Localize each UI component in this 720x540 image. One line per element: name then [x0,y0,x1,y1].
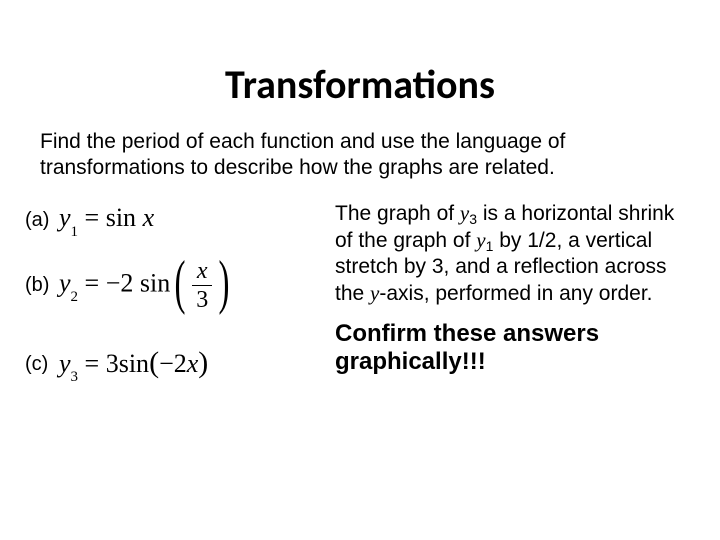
confirm-line-2: graphically!!! [335,348,486,375]
confirm-text: Confirm these answers graphically!!! [335,320,695,378]
answer-yaxis: y [370,281,379,305]
instruction-text: Find the period of each function and use… [40,129,680,182]
answer-y3: y [460,201,469,225]
answer-y3-sub: 3 [469,211,477,227]
answer-y1: y [476,228,485,252]
content-area: (a) y1 = sin x (b) y2 = −2 sin(x3) (c) y… [25,200,695,394]
answer-text: The graph of y3 is a horizontal shrink o… [335,200,695,308]
slide-title: Transformations [0,0,720,119]
confirm-line-1: Confirm these answers [335,320,599,347]
equations-column: (a) y1 = sin x (b) y2 = −2 sin(x3) (c) y… [25,200,325,394]
label-b: (b) [25,274,59,297]
equation-c: y3 = 3sin(−2x) [59,346,208,383]
equation-c-row: (c) y3 = 3sin(−2x) [25,344,325,386]
equation-a-row: (a) y1 = sin x [25,200,325,242]
label-c: (c) [25,353,59,376]
equation-b: y2 = −2 sin(x3) [59,258,234,313]
slide: Transformations Find the period of each … [0,0,720,540]
answer-y1-sub: 1 [486,238,494,254]
equation-a: y1 = sin x [59,203,154,237]
answer-part-1d: -axis, performed in any order. [379,282,652,305]
equation-b-row: (b) y2 = −2 sin(x3) [25,250,325,322]
answer-part-1a: The graph of [335,202,460,225]
answer-column: The graph of y3 is a horizontal shrink o… [325,200,695,394]
label-a: (a) [25,209,59,232]
